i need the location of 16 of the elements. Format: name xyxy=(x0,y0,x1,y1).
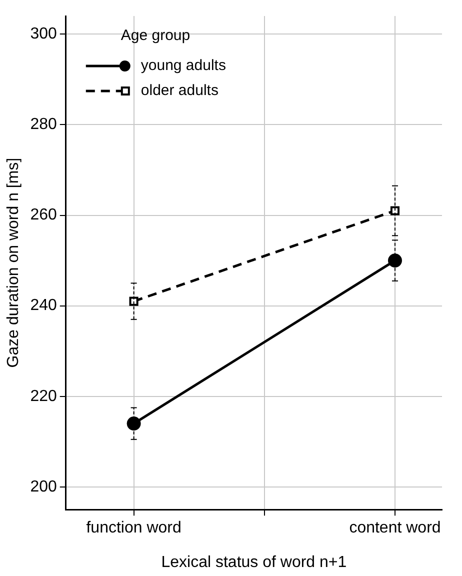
y-tick-label: 300 xyxy=(30,26,57,43)
x-axis-title: Lexical status of word n+1 xyxy=(161,554,347,571)
y-tick-label: 260 xyxy=(30,206,57,224)
legend-title: Age group xyxy=(120,27,190,44)
y-tick-label: 240 xyxy=(30,297,57,314)
point xyxy=(388,254,402,268)
x-tick-label: content word xyxy=(349,520,441,537)
y-axis-title: Gaze duration on word n [ms] xyxy=(5,158,22,368)
y-tick-label: 220 xyxy=(30,388,57,405)
point xyxy=(129,296,138,306)
point xyxy=(126,416,141,431)
y-tick-label: 200 xyxy=(30,478,57,496)
legend-label: older adults xyxy=(140,82,218,100)
x-tick-label: function word xyxy=(86,520,182,537)
legend-label: young adults xyxy=(140,57,226,74)
y-tick-label: 280 xyxy=(30,116,57,134)
